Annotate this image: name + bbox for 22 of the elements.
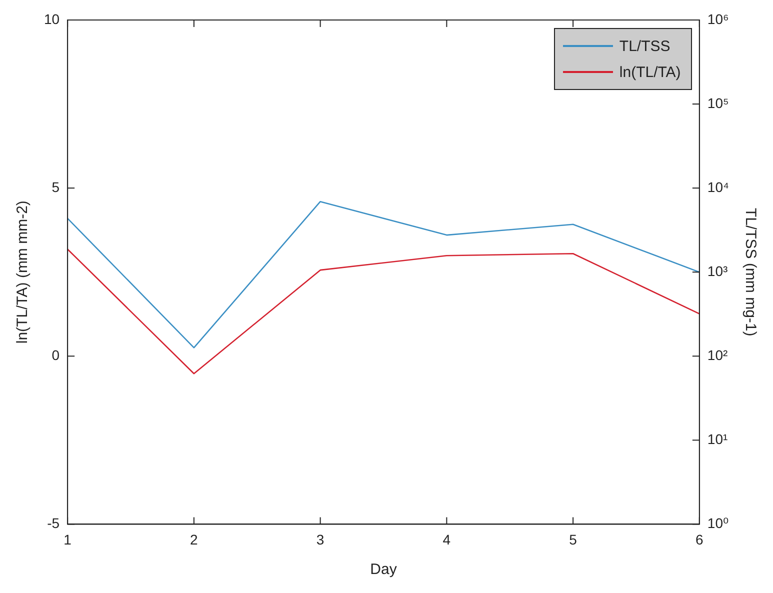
y-tick-label: 0	[52, 346, 60, 363]
y2-tick-label: 10¹	[707, 431, 728, 448]
x-tick-label: 1	[64, 531, 72, 548]
x-axis-title: Day	[370, 561, 398, 578]
y2-tick-label: 10³	[707, 262, 728, 279]
x-tick-label: 6	[696, 531, 704, 548]
x-tick-label: 5	[569, 531, 578, 548]
x-tick-label: 2	[190, 531, 198, 548]
y-axis-title: ln(TL/TA) (mm mm-2)	[14, 200, 32, 344]
y2-tick-label: 10²	[707, 346, 728, 363]
y2-tick-label: 10⁵	[707, 94, 729, 111]
y2-axis-title: TL/TSS (mm mg-1)	[742, 208, 759, 336]
y-tick-label: 10	[44, 10, 60, 27]
y2-tick-label: 10⁰	[707, 515, 729, 532]
legend-label: TL/TSS	[619, 38, 670, 54]
y-tick-label: -5	[47, 515, 60, 532]
x-tick-label: 3	[316, 531, 324, 548]
x-tick-label: 4	[442, 531, 451, 548]
y2-tick-label: 10⁴	[707, 178, 730, 195]
y2-tick-label: 10⁶	[707, 10, 729, 27]
legend-label: ln(TL/TA)	[619, 64, 681, 80]
y-tick-label: 5	[52, 178, 60, 195]
